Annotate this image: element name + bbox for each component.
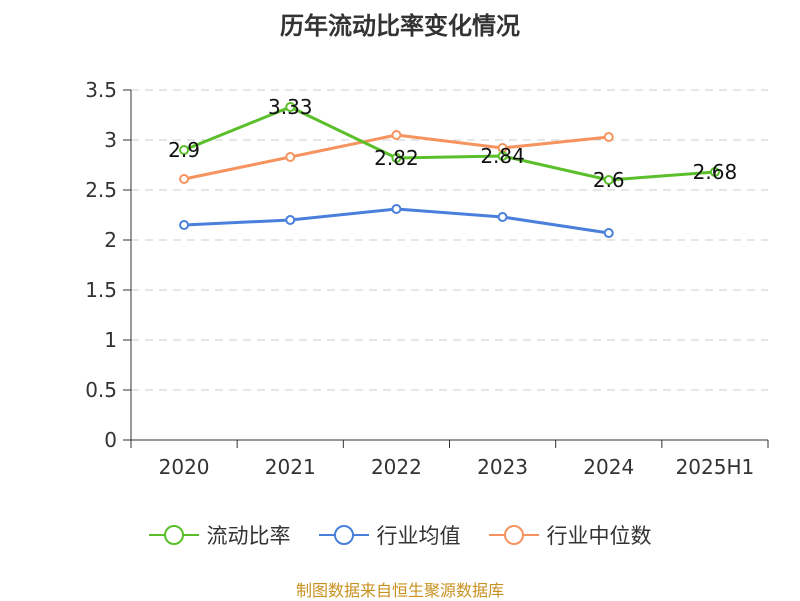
- data-point: [709, 167, 720, 177]
- y-tick-label: 1.5: [85, 278, 117, 302]
- data-point: [603, 132, 614, 142]
- data-label: 2.9: [168, 138, 200, 162]
- data-point: [497, 212, 508, 222]
- data-point: [391, 153, 402, 163]
- data-label: 2.68: [693, 160, 738, 184]
- data-point: [179, 145, 190, 155]
- x-tick-label: 2020: [159, 455, 210, 479]
- data-point: [603, 228, 614, 238]
- legend-label: 行业中位数: [546, 524, 652, 548]
- y-tick-label: 3.5: [85, 78, 117, 102]
- legend-item-industry-median[interactable]: 行业中位数: [488, 520, 652, 550]
- x-tick-label: 2021: [265, 455, 316, 479]
- y-tick-label: 0.5: [85, 378, 117, 402]
- legend-marker: [148, 525, 199, 545]
- legend-label: 行业均值: [376, 524, 461, 548]
- legend-item-industry-mean[interactable]: 行业均值: [318, 520, 461, 550]
- series-line: [183, 105, 716, 182]
- data-point: [391, 130, 402, 140]
- y-tick-label: 3: [104, 128, 117, 152]
- y-tick-label: 2.5: [85, 178, 117, 202]
- data-point: [603, 175, 614, 185]
- x-tick-label: 2025H1: [676, 455, 755, 479]
- x-tick-label: 2024: [583, 455, 634, 479]
- data-point: [285, 152, 296, 162]
- data-point: [285, 215, 296, 225]
- x-tick-label: 2022: [371, 455, 422, 479]
- y-tick-label: 0: [104, 428, 117, 452]
- data-point: [285, 102, 296, 112]
- legend-item-current-ratio[interactable]: 流动比率: [148, 520, 291, 550]
- y-tick-label: 2: [104, 228, 117, 252]
- data-label: 2.6: [593, 168, 625, 192]
- data-point: [179, 174, 190, 184]
- data-label: 3.33: [268, 95, 313, 119]
- y-tick-label: 1: [104, 328, 117, 352]
- x-tick-label: 2023: [477, 455, 528, 479]
- legend-label: 流动比率: [206, 524, 291, 548]
- data-source-note: 制图数据来自恒生聚源数据库: [295, 581, 504, 600]
- data-point: [179, 220, 190, 230]
- data-point: [497, 151, 508, 161]
- chart-title: 历年流动比率变化情况: [280, 12, 520, 40]
- legend: 流动比率 行业均值 行业中位数: [0, 520, 800, 550]
- data-point: [391, 204, 402, 214]
- data-label: 2.82: [374, 146, 419, 170]
- legend-marker: [318, 525, 369, 545]
- data-label: 2.84: [480, 144, 525, 168]
- legend-marker: [488, 525, 539, 545]
